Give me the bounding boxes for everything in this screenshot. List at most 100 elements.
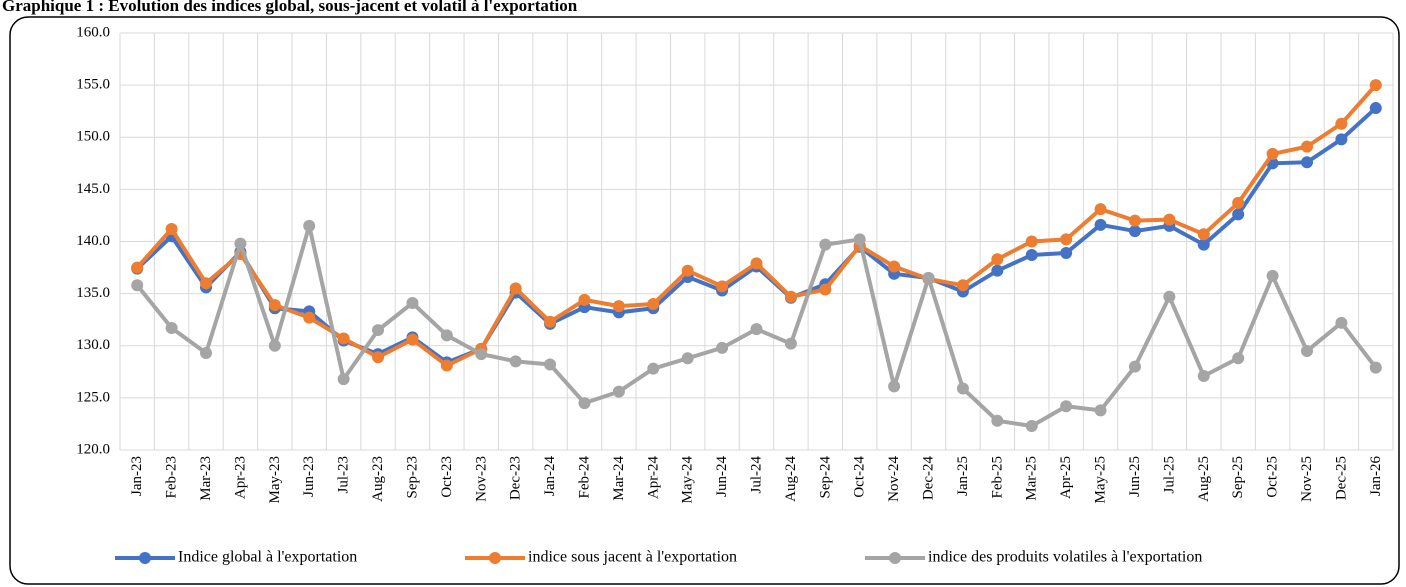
series-marker xyxy=(991,264,1004,277)
series-marker xyxy=(337,332,350,345)
y-tick-label: 140.0 xyxy=(76,233,110,249)
series-marker xyxy=(1369,102,1382,115)
series-marker xyxy=(578,397,591,410)
series-marker xyxy=(1094,218,1107,231)
series-marker xyxy=(819,238,832,251)
x-tick-label: Oct-24 xyxy=(852,456,868,498)
series-marker xyxy=(888,260,901,273)
series-marker xyxy=(165,222,178,235)
y-tick-label: 150.0 xyxy=(76,129,110,145)
series-marker xyxy=(1060,246,1073,259)
legend-label: indice des produits volatiles à l'export… xyxy=(928,549,1202,566)
series-marker xyxy=(819,283,832,296)
x-tick-label: Feb-25 xyxy=(989,456,1005,499)
series-marker xyxy=(1266,147,1279,160)
x-tick-label: Mar-24 xyxy=(611,456,627,501)
series-marker xyxy=(268,339,281,352)
series-marker xyxy=(922,271,935,284)
x-tick-label: Nov-23 xyxy=(473,456,489,502)
series-marker xyxy=(1266,269,1279,282)
x-tick-label: Mar-23 xyxy=(198,456,214,501)
series-marker xyxy=(1369,361,1382,374)
series-marker xyxy=(131,279,144,292)
series-marker xyxy=(1232,352,1245,365)
series-marker xyxy=(1025,249,1038,262)
series-marker xyxy=(991,414,1004,427)
x-tick-label: Dec-25 xyxy=(1333,456,1349,500)
x-tick-label: Apr-23 xyxy=(232,456,248,499)
x-tick-label: Jun-23 xyxy=(301,456,317,497)
series-marker xyxy=(612,385,625,398)
x-tick-label: Sep-24 xyxy=(817,456,833,499)
y-tick-label: 125.0 xyxy=(76,389,110,405)
series-marker xyxy=(1025,420,1038,433)
series-marker xyxy=(681,264,694,277)
series-marker xyxy=(200,347,213,360)
series-marker xyxy=(544,315,557,328)
x-tick-label: Jan-24 xyxy=(542,456,558,496)
series-marker xyxy=(1060,400,1073,413)
x-tick-label: Feb-23 xyxy=(164,456,180,499)
legend-label: indice sous jacent à l'exportation xyxy=(528,549,737,566)
y-tick-label: 135.0 xyxy=(76,285,110,301)
series-marker xyxy=(888,380,901,393)
series-marker xyxy=(716,280,729,293)
x-tick-label: Apr-25 xyxy=(1058,456,1074,499)
series-marker xyxy=(1300,156,1313,169)
series-marker xyxy=(200,277,213,290)
y-tick-label: 120.0 xyxy=(76,441,110,457)
series-marker xyxy=(1094,203,1107,216)
series-marker xyxy=(1060,233,1073,246)
series-marker xyxy=(647,298,660,311)
series-marker xyxy=(1300,344,1313,357)
series-marker xyxy=(1025,235,1038,248)
x-tick-label: Jan-26 xyxy=(1368,456,1384,496)
series-marker xyxy=(578,293,591,306)
series-marker xyxy=(1128,214,1141,227)
series-marker xyxy=(1369,79,1382,92)
x-tick-label: Jul-24 xyxy=(749,456,765,494)
x-tick-label: May-24 xyxy=(680,456,696,504)
x-tick-label: Jun-25 xyxy=(1127,456,1143,497)
chart-frame xyxy=(9,16,1400,585)
series-marker xyxy=(1197,369,1210,382)
series-marker xyxy=(406,297,419,310)
x-tick-label: Aug-23 xyxy=(370,456,386,502)
series-marker xyxy=(372,324,385,337)
series-marker xyxy=(509,282,522,295)
chart-title: Graphique 1 : Evolution des indices glob… xyxy=(2,0,578,15)
series-marker xyxy=(1128,225,1141,238)
x-tick-label: Dec-23 xyxy=(508,456,524,500)
x-tick-label: Feb-24 xyxy=(576,456,592,499)
series-marker xyxy=(956,279,969,292)
series-marker xyxy=(1232,208,1245,221)
legend-marker xyxy=(489,552,501,564)
series-marker xyxy=(956,382,969,395)
x-tick-label: Oct-23 xyxy=(439,456,455,498)
y-tick-label: 130.0 xyxy=(76,337,110,353)
x-tick-label: Oct-25 xyxy=(1265,456,1281,498)
series-marker xyxy=(1335,316,1348,329)
x-tick-label: Jan-23 xyxy=(129,456,145,496)
series-marker xyxy=(1128,360,1141,373)
series-marker xyxy=(612,300,625,313)
x-tick-label: Nov-25 xyxy=(1299,456,1315,502)
x-tick-label: Apr-24 xyxy=(645,456,661,500)
series-marker xyxy=(337,373,350,386)
series-marker xyxy=(234,237,247,250)
y-tick-label: 145.0 xyxy=(76,181,110,197)
y-tick-label: 155.0 xyxy=(76,77,110,93)
series-marker xyxy=(750,323,763,336)
series-marker xyxy=(440,359,453,372)
series-marker xyxy=(1232,196,1245,209)
x-tick-label: Sep-23 xyxy=(404,456,420,499)
series-marker xyxy=(268,299,281,312)
series-marker xyxy=(1163,213,1176,226)
x-tick-label: Jul-23 xyxy=(336,456,352,494)
series-marker xyxy=(1335,117,1348,130)
series-marker xyxy=(647,362,660,375)
x-tick-label: May-25 xyxy=(1093,456,1109,504)
x-tick-label: Mar-25 xyxy=(1024,456,1040,501)
series-marker xyxy=(1197,228,1210,241)
x-tick-label: Dec-24 xyxy=(921,456,937,501)
